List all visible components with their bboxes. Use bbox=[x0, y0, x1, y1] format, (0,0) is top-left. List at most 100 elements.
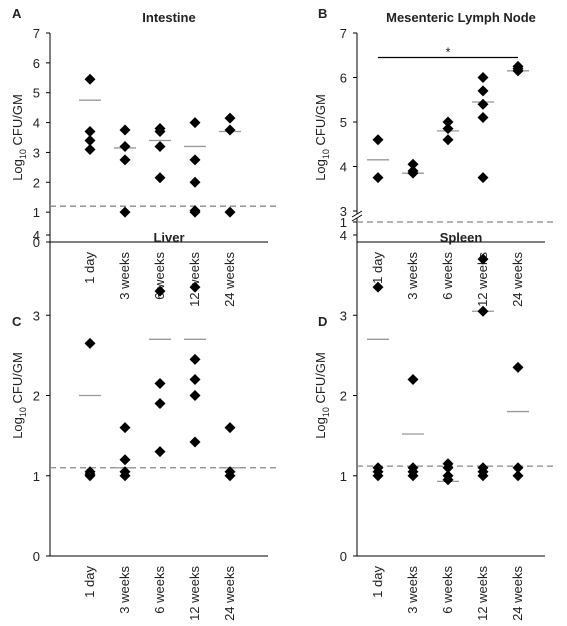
y-tick-label: 3 bbox=[340, 308, 347, 323]
y-tick-label: 2 bbox=[33, 175, 40, 190]
data-point bbox=[477, 98, 489, 110]
axis-break bbox=[351, 214, 363, 222]
x-tick-label: 24 weeks bbox=[510, 252, 525, 307]
panel-letter: A bbox=[12, 6, 22, 21]
y-axis-label-base: Log bbox=[10, 159, 25, 181]
data-point bbox=[477, 172, 489, 184]
data-point bbox=[189, 281, 201, 293]
data-point bbox=[189, 117, 201, 129]
y-axis-label-base: Log bbox=[10, 417, 25, 439]
data-point bbox=[442, 462, 454, 474]
data-point bbox=[442, 116, 454, 128]
y-axis-label-unit: CFU/GM bbox=[10, 352, 25, 407]
y-tick-label: 3 bbox=[33, 308, 40, 323]
data-point bbox=[154, 285, 166, 297]
data-point bbox=[512, 65, 524, 77]
data-point bbox=[84, 337, 96, 349]
data-point bbox=[189, 176, 201, 188]
data-point bbox=[189, 373, 201, 385]
y-axis-label-sub: 10 bbox=[18, 149, 28, 159]
data-point bbox=[442, 123, 454, 135]
chart-title: Liver bbox=[153, 230, 184, 245]
y-tick-label: 7 bbox=[340, 26, 347, 41]
data-point bbox=[477, 112, 489, 124]
x-tick-label: 12 weeks bbox=[187, 252, 202, 307]
data-point bbox=[372, 172, 384, 184]
data-point bbox=[189, 436, 201, 448]
data-point bbox=[119, 124, 131, 136]
data-point bbox=[154, 140, 166, 152]
y-tick-label: 5 bbox=[340, 115, 347, 130]
data-point bbox=[189, 154, 201, 166]
y-tick-label: 3 bbox=[340, 204, 347, 219]
y-tick-label: 4 bbox=[33, 116, 40, 131]
data-point bbox=[119, 454, 131, 466]
y-tick-label: 4 bbox=[340, 160, 347, 175]
data-point bbox=[224, 470, 236, 482]
data-point bbox=[372, 281, 384, 293]
y-tick-label: 6 bbox=[340, 71, 347, 86]
data-point bbox=[407, 158, 419, 170]
data-point bbox=[477, 72, 489, 83]
axis-break bbox=[351, 210, 363, 218]
data-point bbox=[477, 470, 489, 482]
x-tick-label: 3 weeks bbox=[405, 566, 420, 614]
chart-title: Spleen bbox=[440, 230, 483, 245]
y-tick-label: 2 bbox=[340, 389, 347, 404]
x-tick-label: 1 day bbox=[82, 252, 97, 284]
data-point bbox=[189, 390, 201, 401]
data-point bbox=[154, 446, 166, 458]
x-tick-label: 1 day bbox=[370, 252, 385, 284]
x-tick-label: 3 weeks bbox=[117, 252, 132, 300]
y-tick-label: 1 bbox=[33, 469, 40, 484]
y-tick-label: 0 bbox=[33, 235, 40, 250]
x-tick-label: 24 weeks bbox=[510, 566, 525, 621]
data-point bbox=[119, 140, 131, 152]
y-axis-label: Log10 CFU/GM bbox=[313, 352, 331, 439]
y-axis-label: Log10 CFU/GM bbox=[10, 94, 28, 181]
y-axis-label-base: Log bbox=[313, 159, 328, 181]
y-axis-label-unit: CFU/GM bbox=[313, 352, 328, 407]
chart-title: Intestine bbox=[142, 10, 195, 25]
data-point bbox=[477, 253, 489, 265]
y-axis-label-sub: 10 bbox=[18, 407, 28, 417]
x-tick-label: 6 weeks bbox=[152, 252, 167, 300]
data-point bbox=[154, 398, 166, 410]
data-point bbox=[477, 305, 489, 317]
data-point bbox=[372, 470, 384, 482]
x-tick-label: 24 weeks bbox=[222, 566, 237, 621]
y-tick-label: 7 bbox=[33, 26, 40, 41]
panel-letter: C bbox=[12, 314, 22, 329]
data-point bbox=[407, 373, 419, 385]
x-tick-label: 6 weeks bbox=[440, 252, 455, 300]
y-axis-label-base: Log bbox=[313, 417, 328, 439]
data-point bbox=[407, 167, 419, 179]
y-tick-label: 4 bbox=[340, 228, 347, 243]
significance-label: * bbox=[445, 44, 450, 59]
data-point bbox=[512, 462, 524, 474]
data-point bbox=[224, 206, 236, 218]
data-point bbox=[119, 206, 131, 218]
x-tick-label: 12 weeks bbox=[475, 566, 490, 621]
data-point bbox=[407, 470, 419, 482]
data-point bbox=[84, 126, 96, 138]
data-point bbox=[119, 470, 131, 482]
data-point bbox=[442, 474, 454, 486]
data-point bbox=[119, 154, 131, 166]
y-tick-label: 1 bbox=[340, 215, 347, 230]
data-point bbox=[84, 470, 96, 482]
data-point bbox=[84, 143, 96, 155]
x-tick-label: 12 weeks bbox=[475, 252, 490, 307]
panel-letter: D bbox=[318, 314, 327, 329]
data-point bbox=[154, 172, 166, 184]
y-axis-label: Log10 CFU/GM bbox=[313, 94, 331, 181]
data-point bbox=[372, 134, 384, 146]
data-point bbox=[154, 377, 166, 389]
data-point bbox=[512, 361, 524, 373]
x-tick-label: 6 weeks bbox=[152, 566, 167, 614]
y-tick-label: 6 bbox=[33, 56, 40, 71]
y-axis-label-sub: 10 bbox=[321, 149, 331, 159]
data-point bbox=[224, 112, 236, 124]
data-point bbox=[189, 353, 201, 365]
y-tick-label: 1 bbox=[340, 469, 347, 484]
